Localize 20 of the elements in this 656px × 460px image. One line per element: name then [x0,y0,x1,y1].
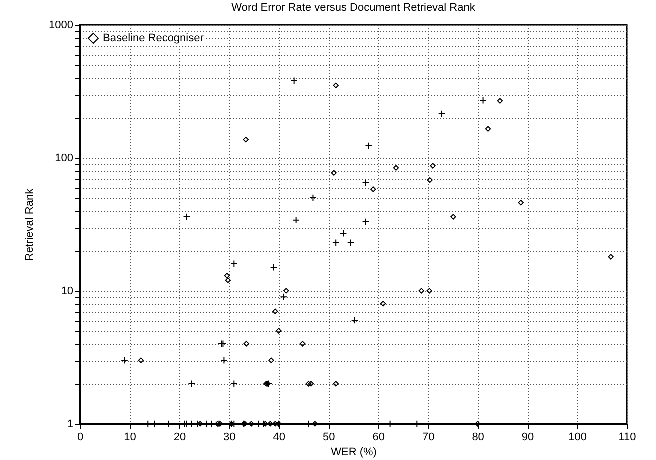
x-tick-label: 40 [273,432,286,444]
x-tick-label: 50 [323,432,336,444]
x-tick-label: 90 [522,432,534,444]
x-tick-label: 10 [124,432,136,444]
x-tick-label: 60 [372,432,385,444]
y-tick-label: 10 [61,286,74,298]
y-tick-label: 100 [55,152,74,164]
y-axis-title: Retrieval Rank [24,188,36,262]
x-tick-label: 80 [472,432,484,444]
x-tick-label: 70 [422,432,435,444]
chart-title: Word Error Rate versus Document Retrieval Rank [232,2,476,14]
x-tick-label: 0 [77,432,84,444]
x-tick-label: 30 [224,432,236,444]
x-tick-label: 100 [568,432,587,444]
x-tick-label: 20 [174,432,186,444]
x-tick-label: 110 [618,432,636,444]
y-tick-label: 1000 [49,20,74,32]
x-axis-title: WER (%) [331,446,377,458]
y-tick-label: 1 [67,418,74,430]
legend-label: Baseline Recogniser [103,32,204,44]
